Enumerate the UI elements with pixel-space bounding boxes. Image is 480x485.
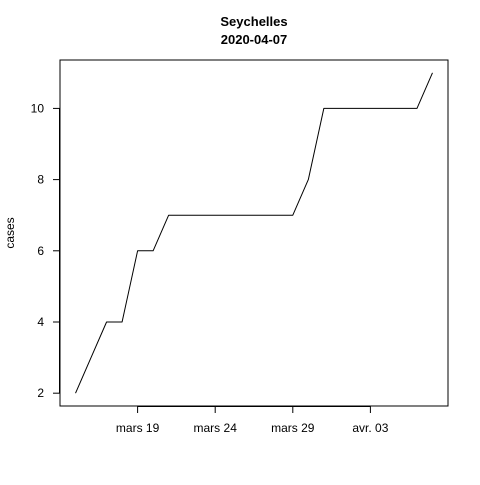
y-tick-label: 8: [37, 173, 44, 187]
y-tick-label: 4: [37, 315, 44, 329]
x-tick-label: mars 19: [116, 421, 160, 435]
chart-title: Seychelles: [220, 14, 287, 29]
y-axis: 2 4 6 8 10: [31, 101, 60, 400]
series-line: [75, 72, 433, 394]
plot-frame: [59, 59, 449, 407]
series-area: [75, 72, 433, 394]
y-tick-label: 2: [37, 386, 44, 400]
y-tick-label: 6: [37, 244, 44, 258]
y-axis-label: cases: [3, 217, 17, 248]
chart-subtitle: 2020-04-07: [221, 32, 288, 47]
x-axis: mars 19 mars 24 mars 29 avr. 03: [116, 406, 389, 435]
y-tick-label: 10: [31, 101, 45, 115]
x-tick-label: mars 24: [194, 421, 238, 435]
x-tick-label: avr. 03: [352, 421, 388, 435]
x-tick-label: mars 29: [271, 421, 315, 435]
